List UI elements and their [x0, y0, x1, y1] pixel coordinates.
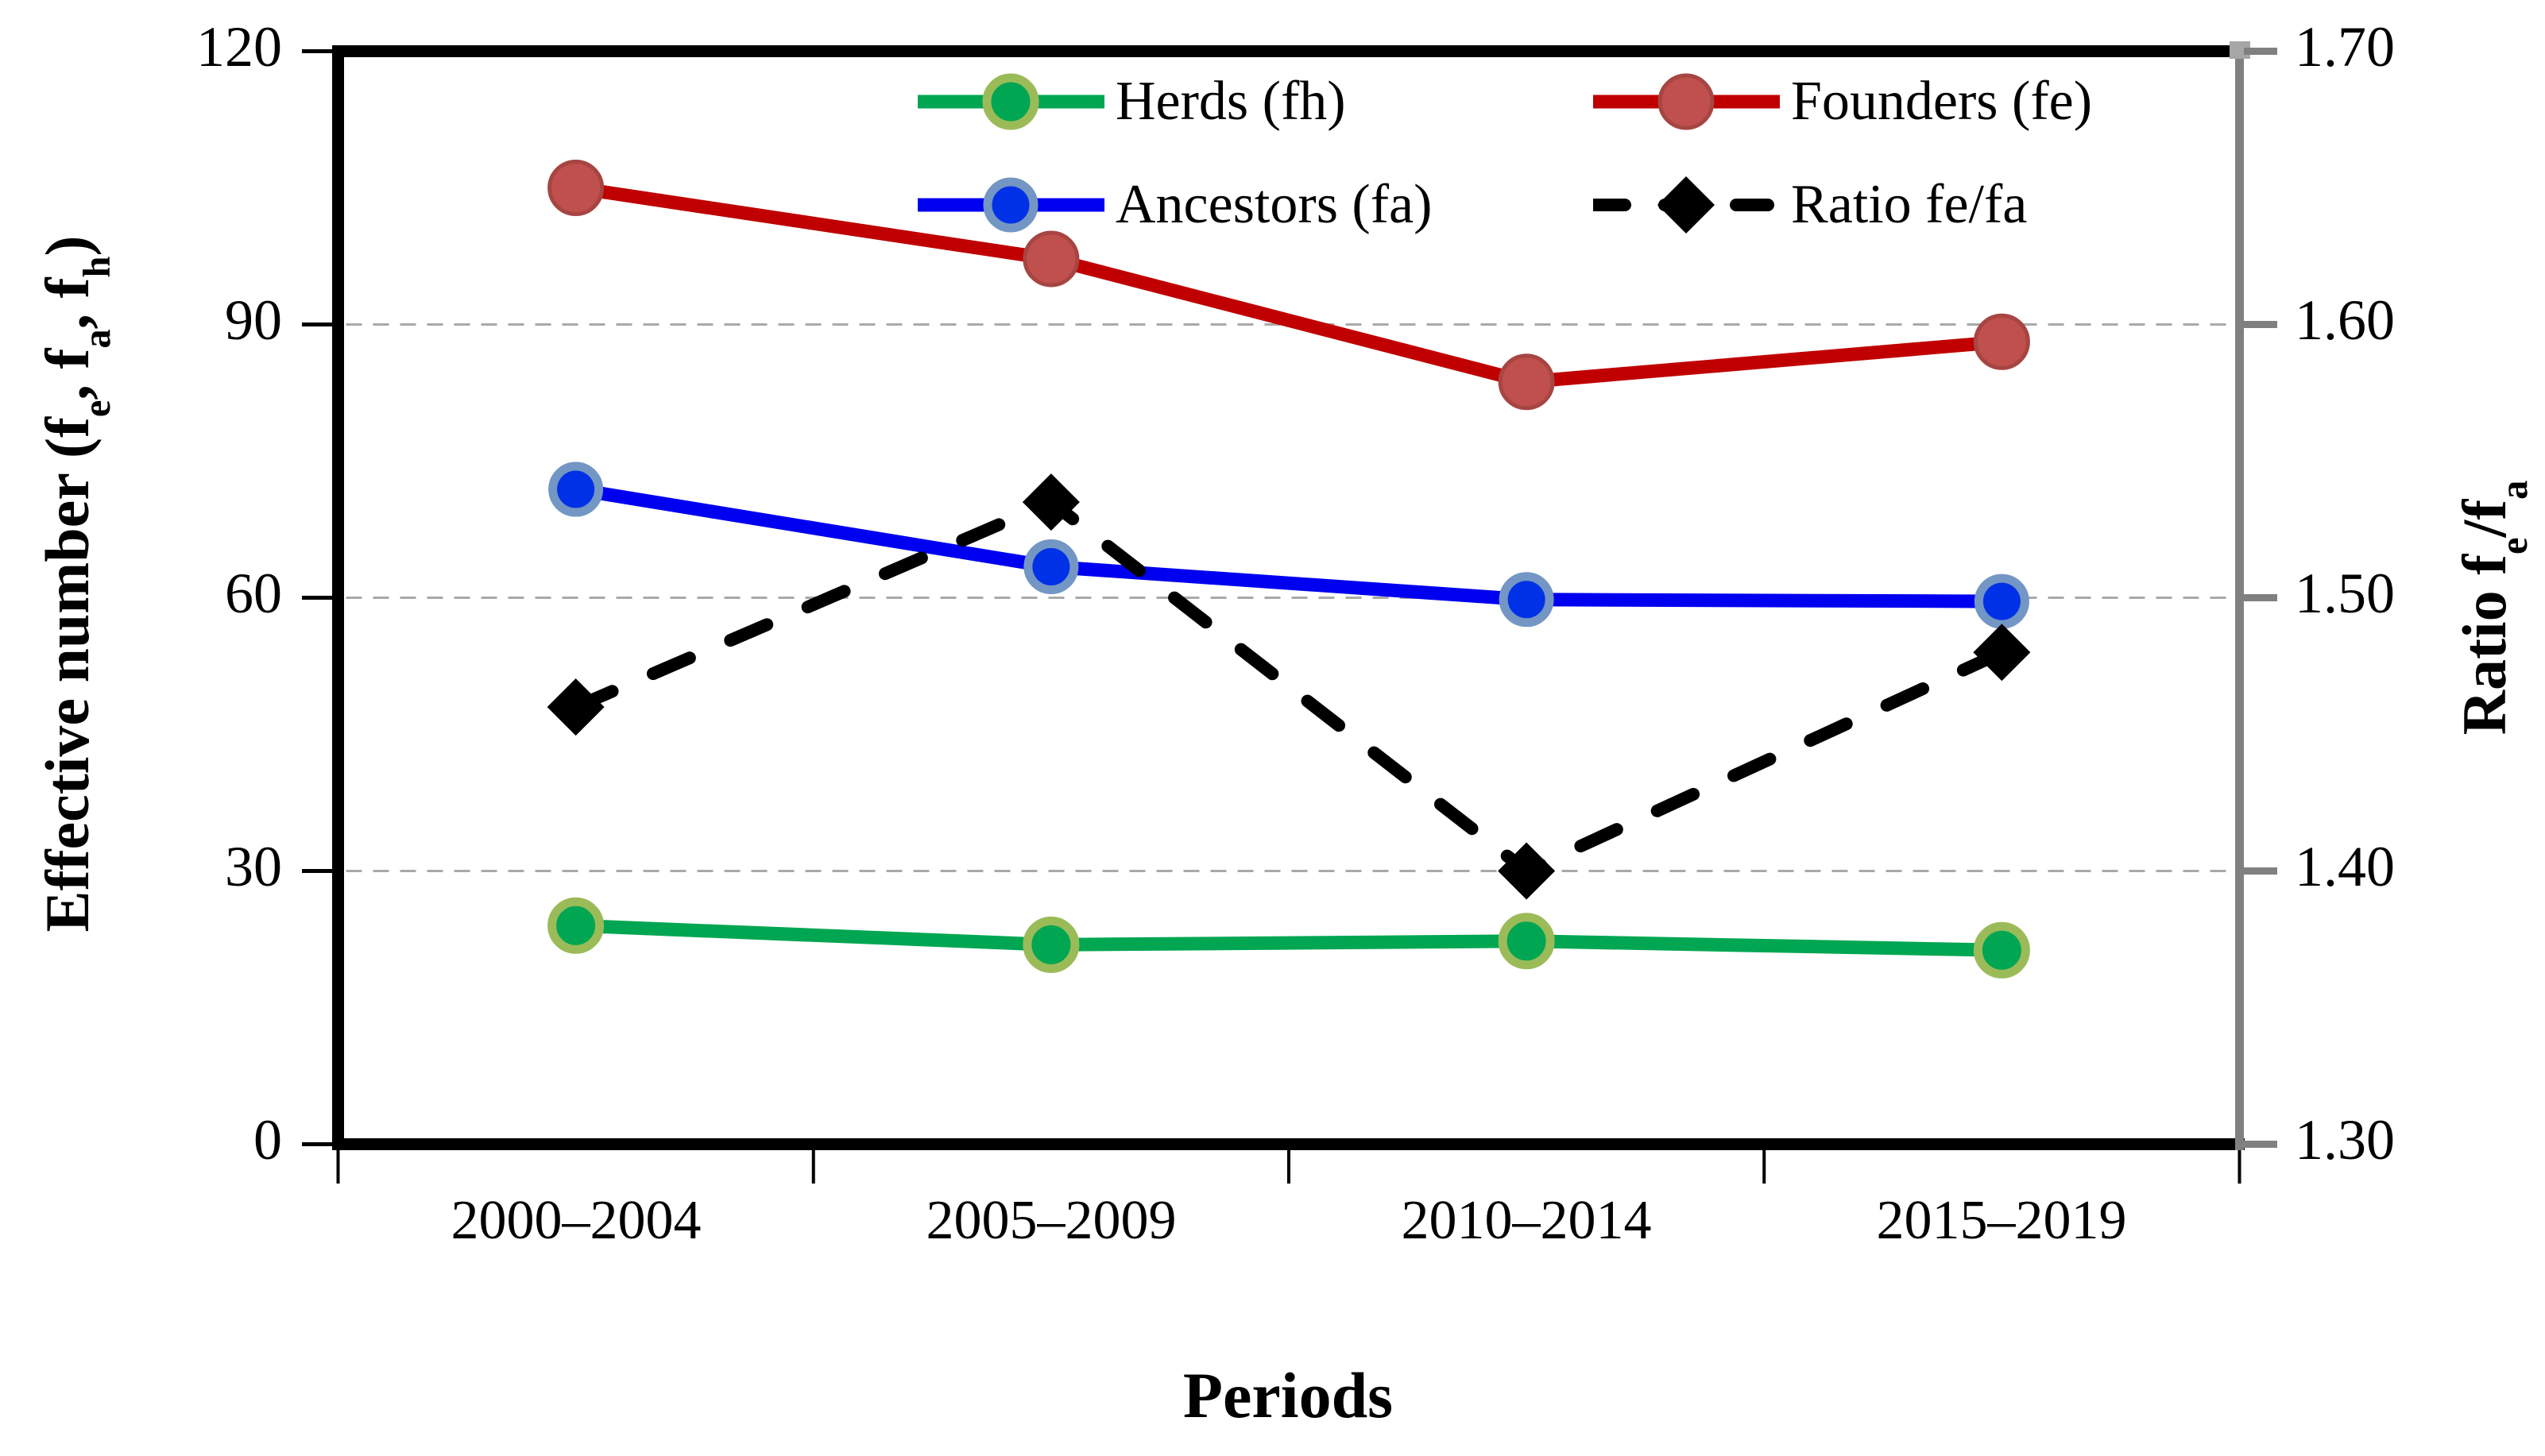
legend-swatch-founders-icon: [1593, 73, 1780, 130]
legend-item-founders: Founders (fe): [1593, 52, 2092, 151]
legend-item-ancestors: Ancestors (fa): [918, 156, 1432, 254]
left-axis-title: Effective number (fe, fa, fh): [33, 235, 119, 933]
legend-item-ratio: Ratio fe/fa: [1593, 156, 2027, 254]
legend-swatch-ancestors-icon: [918, 177, 1104, 233]
right-axis-tick-label: 1.50: [2295, 562, 2395, 625]
left-axis-tick-label: 60: [225, 562, 282, 625]
right-axis-tick-label: 1.60: [2295, 288, 2395, 352]
x-axis-tick-label: 2015–2019: [1876, 1190, 2127, 1251]
right-axis-tick-label: 1.40: [2295, 835, 2395, 898]
legend-label: Herds (fh): [1116, 71, 1346, 132]
x-axis-tick-label: 2010–2014: [1401, 1190, 1652, 1251]
left-axis-tick-label: 30: [225, 835, 282, 898]
legend-swatch-ratio-icon: [1593, 176, 1780, 234]
legend-label: Ancestors (fa): [1116, 174, 1433, 235]
x-axis-title: Periods: [1182, 1359, 1394, 1431]
left-axis-tick-label: 120: [196, 15, 282, 79]
legend-label: Founders (fe): [1791, 71, 2093, 132]
x-axis-tick-label: 2000–2004: [451, 1190, 702, 1251]
right-axis-tick-label: 1.70: [2295, 15, 2395, 79]
legend-swatch-herds-icon: [918, 73, 1104, 130]
legend-label: Ratio fe/fa: [1791, 174, 2028, 235]
right-axis-title: Ratio fe/fa: [2450, 480, 2536, 736]
right-axis-tick-label: 1.30: [2295, 1108, 2395, 1172]
x-axis-tick-label: 2005–2009: [926, 1190, 1177, 1251]
left-axis-tick-label: 90: [225, 288, 282, 352]
legend-item-herds: Herds (fh): [918, 52, 1346, 151]
left-axis-tick-label: 0: [253, 1108, 282, 1172]
